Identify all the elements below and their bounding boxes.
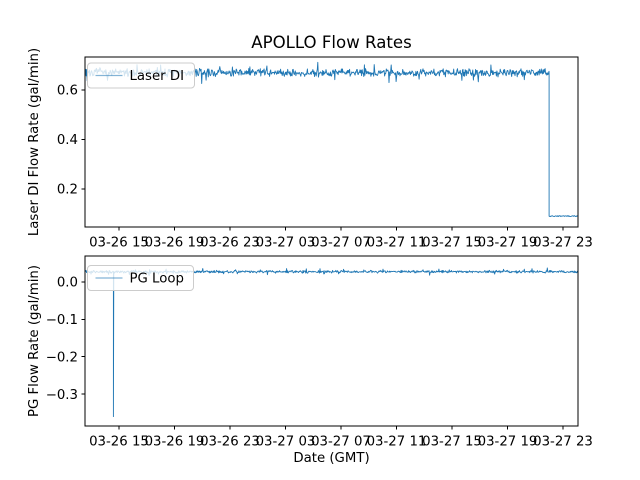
- x-tick-label: 03-26 23: [200, 435, 260, 450]
- chart-title: APOLLO Flow Rates: [251, 33, 412, 52]
- axes-frame: [84, 56, 579, 228]
- y-tick-label: −0.1: [46, 313, 78, 328]
- legend-label: PG Loop: [130, 272, 184, 287]
- x-tick-label: 03-27 15: [422, 236, 482, 251]
- y-tick-label: −0.2: [46, 350, 78, 365]
- x-tick-label: 03-27 19: [478, 236, 538, 251]
- x-tick-label: 03-27 19: [478, 435, 538, 450]
- x-tick-label: 03-27 11: [367, 435, 427, 450]
- legend-laser-di: Laser DI: [87, 62, 195, 89]
- y-tick-label: 0.4: [57, 133, 78, 148]
- x-tick-label: 03-27 07: [311, 236, 371, 251]
- x-tick-label: 03-26 23: [200, 236, 260, 251]
- axes-frame: [84, 255, 579, 427]
- x-tick-label: 03-27 23: [533, 435, 593, 450]
- y-tick-label: 0.0: [57, 276, 78, 291]
- y-tick-label: 0.2: [57, 183, 78, 198]
- legend-pg-loop: PG Loop: [87, 265, 194, 291]
- x-tick-label: 03-27 11: [367, 236, 427, 251]
- x-tick-label: 03-26 19: [145, 435, 205, 450]
- y-tick-label: −0.3: [46, 388, 78, 403]
- x-tick-label: 03-27 03: [256, 236, 316, 251]
- legend-box: [87, 62, 195, 89]
- y-axis-label-laser-di: Laser DI Flow Rate (gal/min): [27, 48, 42, 236]
- legend-box: [87, 265, 194, 291]
- x-axis-label: Date (GMT): [293, 451, 369, 466]
- x-tick-label: 03-26 19: [145, 236, 205, 251]
- x-tick-label: 03-26 15: [89, 435, 149, 450]
- y-tick-label: 0.6: [57, 84, 78, 99]
- x-tick-label: 03-26 15: [89, 236, 149, 251]
- x-tick-label: 03-27 07: [311, 435, 371, 450]
- x-tick-label: 03-27 03: [256, 435, 316, 450]
- y-axis-label-pg-loop: PG Flow Rate (gal/min): [27, 265, 42, 417]
- legend-label: Laser DI: [130, 69, 185, 84]
- x-tick-label: 03-27 23: [533, 236, 593, 251]
- x-tick-label: 03-27 15: [422, 435, 482, 450]
